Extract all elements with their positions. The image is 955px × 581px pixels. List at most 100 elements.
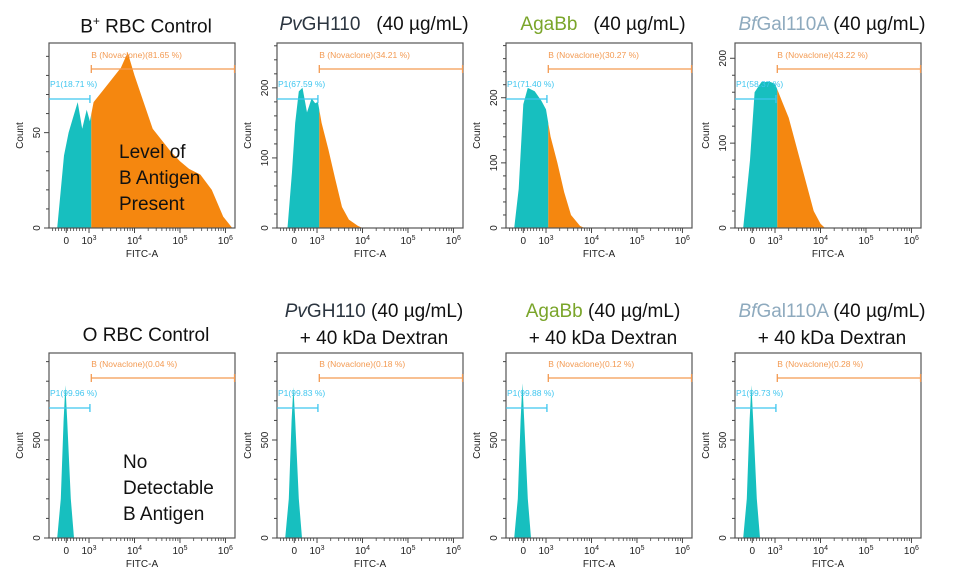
x-tick-base: 10 [218,236,230,247]
panel-title: AgaBb (40 µg/mL) + 40 kDa Dextran [526,298,681,352]
annotation-line: B Antigen [119,168,201,189]
annotation-line: Detectable [123,478,214,499]
x-tick-base: 10 [355,236,367,247]
x-tick-label: 106 [904,235,919,247]
x-tick-label: 106 [675,235,690,247]
title-segment: (40 µg/mL) [827,301,926,322]
x-tick-label: 0 [291,546,297,557]
x-tick-label: 106 [218,235,233,247]
x-tick-base: 10 [355,546,367,557]
x-tick-label: 103 [768,545,783,557]
x-tick-label: 105 [629,545,644,557]
x-tick-base: 10 [813,546,825,557]
annotation-line: Level of [119,142,186,163]
x-tick-label: 104 [813,235,828,247]
histogram-negative-area [514,87,549,229]
x-tick-exponent: 3 [550,545,554,552]
x-tick-label: 103 [539,545,554,557]
x-tick-exponent: 5 [641,235,645,242]
title-segment: (40 µg/mL) [365,301,464,322]
x-tick-exponent: 3 [93,545,97,552]
histogram-negative-area [57,102,92,228]
title-subline: + 40 kDa Dextran [757,328,907,349]
x-axis-label: FITC-A [812,559,845,570]
histogram-positive-area [319,109,363,228]
x-tick-exponent: 4 [138,235,142,242]
x-tick-base: 10 [768,236,780,247]
b-gate-label: B (Novaclone)(81.65 %) [91,50,182,60]
x-tick-label: 103 [539,235,554,247]
title-segment: Pv [279,14,302,35]
x-tick-label: 104 [584,545,599,557]
x-tick-exponent: 5 [870,235,874,242]
x-tick-base: 0 [63,546,69,557]
x-tick-base: 10 [446,236,458,247]
x-tick-label: 106 [446,545,461,557]
title-segment: GH110 [301,14,361,35]
x-tick-base: 0 [749,546,755,557]
x-tick-base: 10 [629,546,641,557]
x-tick-exponent: 6 [229,545,233,552]
plot-frame [48,42,236,229]
x-tick-label: 105 [858,235,873,247]
x-tick-exponent: 5 [412,235,416,242]
panel-title: PvGH110 (40 µg/mL) + 40 kDa Dextran [285,298,464,352]
x-tick-base: 10 [904,546,916,557]
annotation-line: No [123,452,148,473]
annotation-line: Present [119,194,185,215]
y-tick-label: 100 [489,154,500,171]
p1-gate-label: P1(99.83 %) [278,388,325,398]
histogram-negative-area [57,385,92,538]
b-gate-label: B (Novaclone)(30.27 %) [548,50,639,60]
x-tick-exponent: 6 [457,545,461,552]
x-tick-label: 103 [310,545,325,557]
panel-annotation: Level of B Antigen Present [119,140,200,218]
p1-gate-label: P1(99.96 %) [50,388,97,398]
x-tick-label: 0 [749,236,755,247]
y-tick-label: 0 [32,535,43,541]
y-tick-label: 0 [32,225,43,231]
y-axis-label: Count [15,122,26,149]
panel-title: O RBC Control [83,325,210,347]
x-tick-label: 106 [675,545,690,557]
x-tick-label: 0 [63,236,69,247]
x-tick-exponent: 3 [779,545,783,552]
x-tick-base: 10 [310,546,322,557]
x-tick-base: 10 [858,236,870,247]
title-segment: (40 µg/mL) [360,14,469,35]
title-segment: (40 µg/mL) [582,301,681,322]
x-tick-base: 10 [310,236,322,247]
x-tick-exponent: 4 [824,235,828,242]
x-tick-label: 105 [172,235,187,247]
panel-title: B+ RBC Control [80,14,212,38]
histogram-negative-area [743,385,778,538]
title-segment: Bf [738,301,757,322]
x-tick-exponent: 4 [366,545,370,552]
x-tick-exponent: 4 [595,545,599,552]
title-segment: Gal110A [756,14,828,35]
y-axis-label: Count [15,432,26,459]
p1-gate-label: P1(18.71 %) [50,79,97,89]
x-tick-base: 10 [768,546,780,557]
title-segment: + [92,14,100,28]
x-tick-base: 10 [539,236,551,247]
x-tick-label: 0 [749,546,755,557]
x-tick-label: 104 [127,545,142,557]
plot-frame [505,352,693,539]
histogram-positive-area [91,52,233,228]
x-axis-label: FITC-A [812,249,845,260]
x-tick-exponent: 3 [321,545,325,552]
y-tick-label: 500 [489,431,500,448]
x-tick-base: 10 [127,546,139,557]
y-tick-label: 0 [260,225,271,231]
y-tick-label: 0 [718,535,729,541]
x-tick-base: 10 [218,546,230,557]
y-axis-label: Count [243,122,254,149]
x-tick-label: 103 [768,235,783,247]
x-axis-label: FITC-A [354,249,387,260]
p1-gate-label: P1(58.37 %) [736,79,783,89]
title-segment: GH110 [306,301,366,322]
